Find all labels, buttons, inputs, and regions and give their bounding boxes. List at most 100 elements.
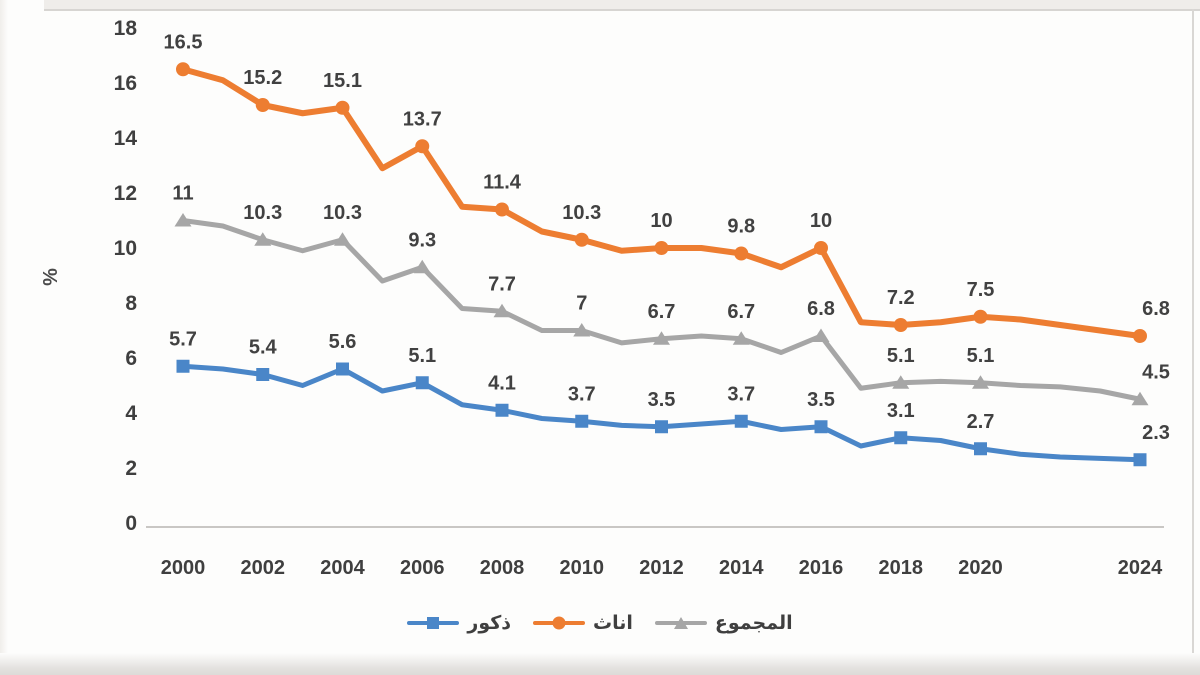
totals-data-label: 5.1 xyxy=(887,345,915,367)
totals-series-triangle-marker-icon xyxy=(654,616,707,630)
males-data-label: 2.7 xyxy=(967,411,995,433)
y-tick-label: 6 xyxy=(125,347,137,370)
females-marker xyxy=(176,62,190,77)
legend-item-females[interactable]: اناث xyxy=(533,614,633,633)
males-marker xyxy=(655,420,668,434)
totals-marker xyxy=(493,303,511,318)
females-data-label: 10 xyxy=(650,210,672,232)
males-data-label: 5.4 xyxy=(249,337,278,359)
legend-item-males[interactable]: ذكور xyxy=(407,614,511,633)
males-marker xyxy=(495,403,509,417)
females-data-label: 6.8 xyxy=(1142,298,1170,320)
y-tick-label: 4 xyxy=(125,402,137,425)
females-marker xyxy=(335,100,350,115)
males-data-label: 3.7 xyxy=(727,383,755,405)
totals-data-label: 7 xyxy=(576,293,587,315)
totals-data-label: 10.3 xyxy=(323,202,362,224)
series-line-males xyxy=(180,363,1143,463)
totals-data-label: 6.8 xyxy=(807,298,835,320)
females-data-label: 7.5 xyxy=(967,279,995,301)
males-marker xyxy=(256,368,270,381)
males-data-label: 3.7 xyxy=(568,383,596,405)
females-data-label: 15.2 xyxy=(243,67,282,89)
females-marker xyxy=(814,241,828,255)
females-marker xyxy=(415,139,430,154)
line-chart-canvas: 0 2 4 6 8 10 12 14 16 18% 2000 2002 2004 2006 2008 2010… xyxy=(40,17,1170,579)
totals-data-label: 11 xyxy=(172,183,193,205)
totals-marker xyxy=(1131,391,1149,406)
totals-data-label: 5.1 xyxy=(967,345,995,367)
totals-data-label: 7.7 xyxy=(488,273,516,295)
y-axis-title: % xyxy=(40,268,62,286)
females-marker xyxy=(495,202,509,217)
males-marker xyxy=(575,414,589,428)
y-tick-label: 0 xyxy=(125,512,137,535)
females-marker xyxy=(1133,329,1147,343)
males-marker xyxy=(894,431,908,445)
totals-data-label: 4.5 xyxy=(1142,361,1170,383)
totals-marker xyxy=(653,331,670,345)
totals-marker xyxy=(732,331,750,345)
totals-marker xyxy=(892,375,910,389)
totals-marker xyxy=(413,259,431,274)
females-marker xyxy=(255,98,270,112)
males-data-label: 5.1 xyxy=(408,345,436,367)
males-data-label: 5.7 xyxy=(169,328,197,350)
females-marker xyxy=(973,309,988,324)
page-left-edge xyxy=(0,0,8,675)
legend-item-totals[interactable]: المجموع xyxy=(654,612,793,634)
x-tick-label: 2008 xyxy=(480,557,525,579)
males-marker xyxy=(176,359,190,373)
y-tick-label: 10 xyxy=(114,237,137,260)
y-tick-label: 16 xyxy=(114,72,137,95)
legend-label-totals: المجموع xyxy=(714,612,793,634)
males-marker xyxy=(336,362,349,376)
page-top-border xyxy=(44,0,1200,11)
totals-data-label: 6.7 xyxy=(727,301,755,323)
males-marker xyxy=(974,442,987,456)
females-data-label: 15.1 xyxy=(323,70,362,92)
totals-data-label: 10.3 xyxy=(243,202,282,224)
females-marker xyxy=(654,241,669,255)
totals-marker xyxy=(573,323,591,337)
females-data-label: 10.3 xyxy=(562,202,601,224)
totals-marker xyxy=(972,375,989,389)
x-tick-label: 2014 xyxy=(719,557,764,579)
females-data-label: 9.8 xyxy=(727,216,755,238)
totals-marker xyxy=(334,232,351,246)
y-tick-label: 8 xyxy=(125,292,137,315)
males-data-label: 3.1 xyxy=(887,400,915,422)
x-tick-label: 2004 xyxy=(320,557,365,579)
males-marker xyxy=(814,420,828,434)
x-tick-label: 2020 xyxy=(958,557,1003,579)
x-tick-label: 2024 xyxy=(1118,557,1163,579)
males-marker xyxy=(415,376,429,390)
totals-marker xyxy=(812,328,830,342)
x-tick-label: 2018 xyxy=(879,557,924,579)
females-series-circle-marker-icon xyxy=(533,616,586,630)
y-tick-label: 12 xyxy=(114,182,137,205)
y-tick-label: 14 xyxy=(114,127,138,150)
males-marker xyxy=(734,414,748,428)
y-tick-label: 2 xyxy=(125,457,137,480)
males-data-label: 4.1 xyxy=(488,372,516,394)
females-data-label: 16.5 xyxy=(164,31,203,53)
totals-data-label: 9.3 xyxy=(408,229,436,251)
females-data-label: 7.2 xyxy=(887,287,915,309)
females-data-label: 13.7 xyxy=(403,108,442,130)
males-marker xyxy=(1133,453,1147,467)
x-tick-label: 2002 xyxy=(241,557,286,579)
x-tick-label: 2000 xyxy=(161,557,206,579)
males-data-label: 3.5 xyxy=(648,389,676,411)
legend-label-females: اناث xyxy=(593,612,633,634)
page-bottom-edge xyxy=(0,653,1200,675)
x-tick-label: 2010 xyxy=(560,557,605,579)
chart-legend: ذكور اناث المجموع xyxy=(0,601,1200,645)
females-marker xyxy=(893,318,908,332)
totals-marker xyxy=(254,232,272,246)
y-tick-label: 18 xyxy=(114,17,138,40)
males-data-label: 3.5 xyxy=(807,389,835,411)
males-series-square-marker-icon xyxy=(407,616,460,630)
females-data-label: 10 xyxy=(810,210,832,232)
